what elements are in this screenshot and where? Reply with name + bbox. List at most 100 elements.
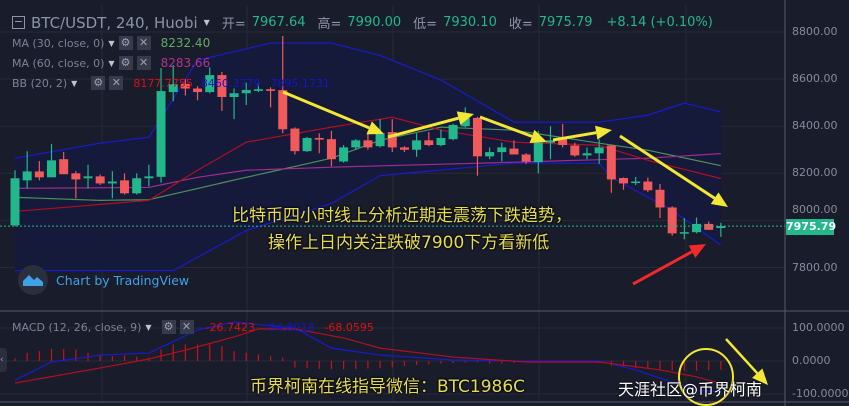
candle-body — [448, 125, 458, 140]
legend-macd: MACD (12, 26, close, 9) ▼ ⚙ ✕ -26.7423 -94… — [12, 320, 374, 334]
candle-body — [351, 140, 361, 148]
candle-body — [387, 132, 397, 148]
legend-ma30: MA (30, close, 0) ▼ ⚙ ✕ 8232.40 — [12, 36, 210, 50]
candle — [47, 143, 57, 178]
arrow-head — [529, 129, 547, 143]
close-icon[interactable]: ✕ — [136, 56, 151, 70]
arrow-shaft — [479, 115, 533, 138]
candle-body — [229, 93, 239, 97]
candle — [692, 217, 702, 234]
series-line-bb-lower — [15, 162, 722, 272]
caret-down-icon[interactable]: ▼ — [108, 58, 115, 68]
arrow-shaft — [632, 250, 693, 286]
candle — [436, 129, 446, 147]
bb-basis-value: 8177.7755 — [133, 76, 193, 90]
macd-label[interactable]: MACD (12, 26, close, 9) — [12, 320, 142, 334]
caret-down-icon[interactable]: ▼ — [71, 78, 78, 88]
candle — [10, 170, 20, 227]
candle-body — [619, 178, 628, 184]
arrow-head — [688, 244, 706, 258]
arrow-head — [366, 121, 384, 135]
symbol-title[interactable]: BTC/USDT, 240, Huobi — [31, 13, 198, 32]
candle-body — [460, 117, 470, 127]
chevron-left-icon[interactable]: ‹ — [0, 348, 7, 372]
gear-icon[interactable]: ⚙ — [91, 76, 106, 90]
caret-down-icon[interactable]: ▼ — [145, 322, 152, 332]
close-icon[interactable]: ✕ — [109, 76, 124, 90]
ma60-label[interactable]: MA (60, close, 0) — [12, 56, 105, 70]
candle-body — [168, 84, 178, 93]
close-label: 收= — [508, 17, 533, 32]
symbol-header: − BTC/USDT, 240, Huobi ▼ 开= 7967.64 高= 799… — [12, 13, 713, 32]
candle — [497, 142, 507, 162]
yellow-arrow-icon — [725, 338, 768, 385]
candle — [59, 151, 69, 175]
candle — [606, 145, 616, 193]
price-tick: 8000.00 — [792, 203, 838, 216]
candle-body — [399, 147, 409, 150]
bollinger-band-fill — [15, 43, 721, 271]
candle — [22, 151, 32, 189]
close-icon[interactable]: ✕ — [179, 320, 194, 334]
candle-body — [679, 232, 689, 234]
candle-body — [241, 89, 251, 94]
arrow-head — [456, 111, 474, 125]
candle-body — [655, 189, 665, 208]
ma30-label[interactable]: MA (30, close, 0) — [12, 36, 105, 50]
series-line-bb-upper — [14, 42, 722, 159]
candle-body — [290, 128, 300, 152]
caret-down-icon[interactable]: ▼ — [203, 18, 210, 27]
candle — [448, 123, 458, 141]
candle — [667, 206, 677, 236]
open-label: 开= — [221, 17, 246, 32]
gear-icon[interactable]: ⚙ — [161, 320, 176, 334]
candle — [679, 218, 689, 240]
candle-body — [570, 145, 580, 156]
candle — [643, 177, 653, 193]
last-price-label: 7975.79 — [786, 219, 837, 235]
close-icon[interactable]: ✕ — [136, 36, 151, 50]
candle-body — [509, 148, 519, 155]
candle — [71, 171, 81, 199]
candle — [266, 87, 276, 108]
watermark: 天涯社区@币界柯南 — [618, 380, 763, 399]
candle — [120, 173, 130, 195]
arrow-head — [595, 125, 612, 140]
price-tick: 8200.00 — [792, 166, 838, 179]
candle-body — [472, 117, 482, 157]
caret-down-icon[interactable]: ▼ — [108, 38, 115, 48]
candle-body — [533, 142, 543, 163]
gear-icon[interactable]: ⚙ — [118, 56, 133, 70]
candle — [582, 147, 592, 160]
candle-body — [606, 145, 616, 180]
gear-icon[interactable]: ⚙ — [118, 36, 133, 50]
candle-body — [692, 223, 702, 233]
candle — [655, 183, 665, 219]
open-value: 7967.64 — [251, 15, 306, 30]
macd-signal-line — [14, 328, 722, 385]
arrow-shaft — [619, 134, 716, 200]
candle — [424, 132, 434, 147]
candle-body — [156, 91, 166, 177]
collapse-legend-icon[interactable]: − — [12, 15, 25, 29]
candle-body — [83, 176, 93, 179]
yellow-arrow-icon — [619, 134, 728, 207]
macd-tick: -100.0000 — [792, 387, 849, 400]
candle-body — [704, 223, 714, 230]
bb-label[interactable]: BB (20, 2) — [12, 76, 68, 90]
tradingview-branding[interactable]: Chart by TradingView — [18, 265, 189, 295]
candle-body — [95, 176, 105, 184]
candle — [241, 82, 251, 106]
candle — [326, 130, 336, 167]
candle-body — [253, 89, 263, 91]
candle-body — [485, 152, 495, 157]
candle-body — [582, 153, 592, 156]
candle-body — [47, 160, 57, 178]
candle — [631, 176, 641, 186]
candle-body — [302, 137, 312, 152]
candle-body — [59, 159, 69, 175]
macd-tick: 100.0000 — [792, 321, 845, 334]
candle-body — [132, 178, 142, 194]
